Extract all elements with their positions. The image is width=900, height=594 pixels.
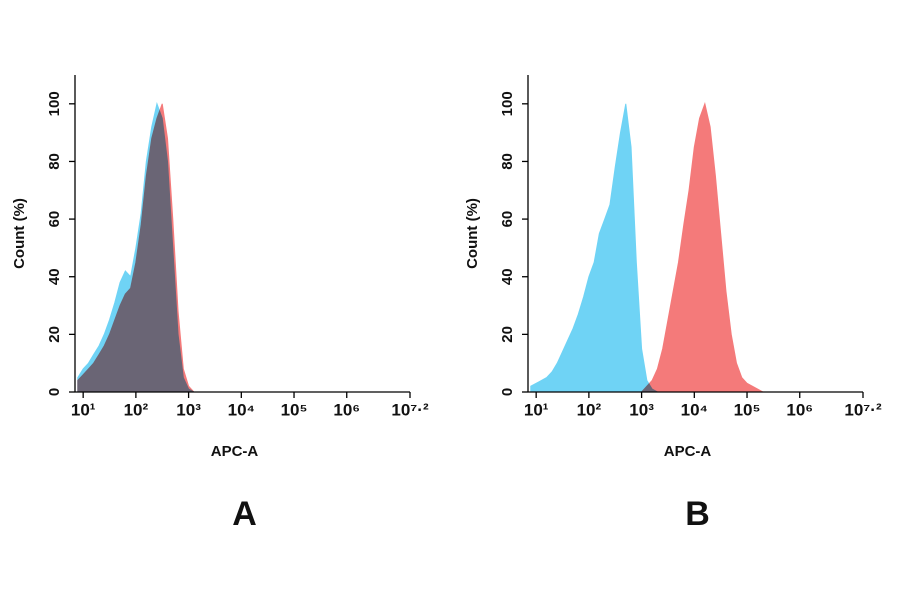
x-tick-label: 10² bbox=[577, 400, 602, 419]
y-tick-label: 80 bbox=[499, 153, 516, 170]
histogram-area bbox=[77, 102, 321, 393]
panel: 0 20 40 60 80 100 10¹ 10² 10³ 10⁴ 10⁵ 10⁶ 10⁷·² APC-A… bbox=[464, 75, 882, 533]
y-tick-label: 100 bbox=[46, 91, 63, 116]
y-tick-label: 80 bbox=[46, 153, 63, 170]
x-tick-label: 10³ bbox=[629, 400, 654, 419]
x-tick-label: 10² bbox=[124, 400, 149, 419]
y-tick-label: 60 bbox=[46, 211, 63, 228]
y-tick-label: 20 bbox=[46, 326, 63, 343]
panel: 0 20 40 60 80 100 10¹ 10² 10³ 10⁴ 10⁵ 10⁶ 10⁷·² APC-A… bbox=[11, 75, 429, 533]
x-tick-label: 10⁵ bbox=[734, 400, 761, 419]
x-tick-label: 10¹ bbox=[524, 400, 549, 419]
y-axis-label: Count (%) bbox=[464, 198, 481, 269]
panel-label: B bbox=[685, 495, 710, 533]
x-axis-label: APC-A bbox=[211, 443, 259, 460]
y-tick-label: 40 bbox=[46, 268, 63, 285]
x-axis-label: APC-A bbox=[664, 443, 712, 460]
x-tick-label: 10⁴ bbox=[681, 400, 708, 419]
x-tick-label: 10¹ bbox=[71, 400, 96, 419]
y-tick-label: 40 bbox=[499, 268, 516, 285]
x-tick-label: 10⁶ bbox=[333, 400, 360, 419]
y-tick-label: 100 bbox=[499, 91, 516, 116]
x-tick-label: 10⁷·² bbox=[844, 400, 882, 419]
x-tick-label: 10⁴ bbox=[228, 400, 255, 419]
y-tick-label: 0 bbox=[499, 388, 516, 396]
y-axis-label: Count (%) bbox=[11, 198, 28, 269]
x-tick-label: 10⁷·² bbox=[391, 400, 429, 419]
panel-label: A bbox=[232, 495, 257, 533]
y-tick-label: 20 bbox=[499, 326, 516, 343]
x-tick-label: 10⁶ bbox=[786, 400, 813, 419]
y-tick-label: 60 bbox=[499, 211, 516, 228]
x-tick-label: 10⁵ bbox=[281, 400, 308, 419]
x-tick-label: 10³ bbox=[176, 400, 201, 419]
histogram-area bbox=[530, 103, 774, 393]
y-tick-label: 0 bbox=[46, 388, 63, 396]
